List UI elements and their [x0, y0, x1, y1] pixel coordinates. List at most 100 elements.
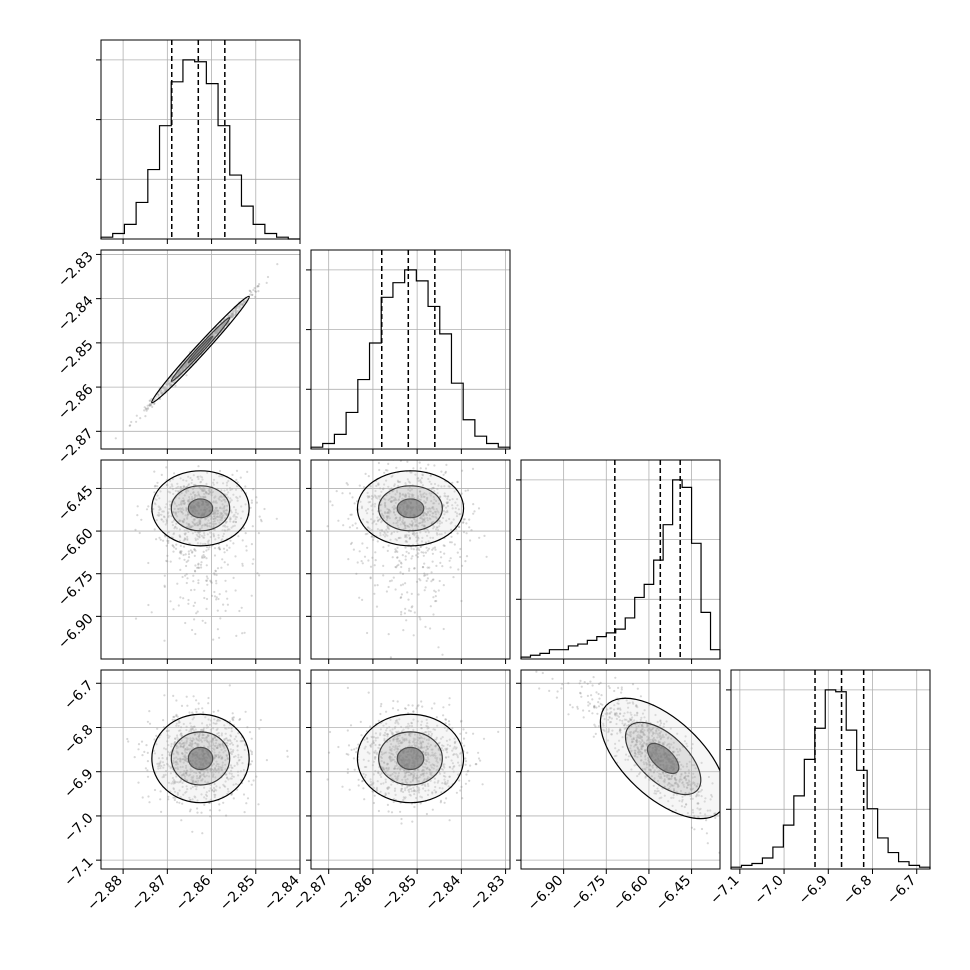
- scatter-point: [410, 592, 413, 596]
- scatter-point: [171, 485, 174, 488]
- scatter-point: [405, 539, 408, 543]
- scatter-point: [444, 511, 447, 514]
- scatter-point: [429, 474, 432, 477]
- scatter-point: [147, 561, 150, 565]
- scatter-point: [385, 515, 388, 518]
- scatter-point: [216, 512, 219, 516]
- scatter-point: [219, 327, 222, 330]
- scatter-point: [200, 476, 204, 479]
- scatter-point: [184, 754, 187, 757]
- scatter-point: [481, 783, 484, 786]
- scatter-point: [230, 526, 233, 529]
- scatter-point: [413, 805, 416, 809]
- scatter-point: [187, 475, 190, 478]
- scatter-point: [404, 707, 407, 710]
- scatter-point: [409, 489, 412, 492]
- scatter-point: [372, 538, 375, 542]
- scatter-point: [202, 769, 205, 773]
- contour-level-1: [170, 485, 231, 532]
- scatter-point: [401, 554, 404, 557]
- scatter-point: [182, 742, 185, 745]
- scatter-point: [166, 512, 170, 515]
- scatter-point: [401, 520, 404, 524]
- scatter-point: [388, 509, 391, 512]
- scatter-point: [174, 511, 177, 515]
- scatter-point: [193, 601, 197, 604]
- scatter-point: [208, 491, 212, 494]
- scatter-point: [423, 589, 426, 592]
- scatter-point: [327, 751, 331, 754]
- scatter-point: [461, 564, 464, 567]
- scatter-point: [213, 595, 217, 598]
- scatter-point: [203, 536, 206, 539]
- scatter-point: [247, 780, 250, 783]
- scatter-point: [194, 564, 197, 567]
- scatter-point: [408, 567, 411, 570]
- scatter-point: [229, 314, 232, 317]
- scatter-point: [221, 757, 224, 760]
- scatter-point: [379, 487, 382, 490]
- scatter-point: [373, 494, 376, 497]
- scatter-point: [541, 671, 544, 675]
- scatter-point: [202, 536, 205, 539]
- scatter-point: [220, 566, 223, 569]
- scatter-point: [244, 485, 247, 488]
- scatter-point: [212, 535, 216, 538]
- contour-level-2: [356, 470, 465, 547]
- scatter-point: [432, 547, 435, 550]
- scatter-point: [214, 513, 217, 516]
- scatter-point: [161, 776, 164, 779]
- scatter-point: [195, 533, 198, 536]
- scatter-point: [426, 577, 429, 580]
- scatter-point: [415, 580, 419, 583]
- scatter-point: [371, 512, 375, 516]
- scatter-point: [192, 574, 195, 577]
- scatter-point: [192, 474, 195, 477]
- scatter-point: [186, 535, 189, 539]
- scatter-point: [193, 548, 196, 551]
- scatter-point: [411, 521, 414, 524]
- scatter-point: [361, 542, 364, 545]
- scatter-point: [220, 519, 223, 522]
- scatter-point: [391, 490, 394, 493]
- scatter-point: [207, 489, 210, 492]
- scatter-point: [419, 579, 422, 582]
- scatter-point: [201, 722, 204, 725]
- scatter-point: [404, 482, 407, 485]
- scatter-point: [171, 524, 174, 527]
- scatter-point: [201, 555, 204, 558]
- scatter-point: [181, 366, 184, 369]
- scatter-point: [232, 493, 235, 496]
- scatter-point: [399, 492, 402, 496]
- scatter-point: [217, 328, 220, 332]
- scatter-point: [208, 789, 211, 793]
- scatter-point: [456, 480, 459, 483]
- scatter-point: [426, 496, 429, 499]
- scatter-point: [392, 510, 395, 514]
- scatter-point: [237, 753, 240, 757]
- scatter-point: [383, 502, 386, 505]
- scatter-point: [431, 552, 434, 555]
- scatter-point: [176, 373, 179, 376]
- scatter-point: [366, 526, 369, 529]
- scatter-point: [243, 631, 246, 634]
- scatter-panel-0-1: [96, 249, 301, 454]
- scatter-point: [414, 523, 417, 526]
- scatter-point: [367, 559, 370, 562]
- scatter-point: [196, 538, 199, 541]
- scatter-point: [200, 728, 203, 731]
- scatter-point: [198, 522, 201, 525]
- scatter-point: [427, 540, 430, 543]
- scatter-point: [189, 526, 192, 529]
- scatter-point: [421, 473, 424, 476]
- scatter-point: [213, 795, 216, 799]
- scatter-point: [187, 553, 191, 556]
- scatter-point: [191, 726, 194, 729]
- scatter-point: [235, 311, 238, 314]
- scatter-point: [186, 513, 189, 516]
- scatter-point: [205, 564, 208, 567]
- scatter-point: [407, 552, 410, 555]
- scatter-point: [240, 489, 243, 492]
- scatter-point: [204, 716, 207, 719]
